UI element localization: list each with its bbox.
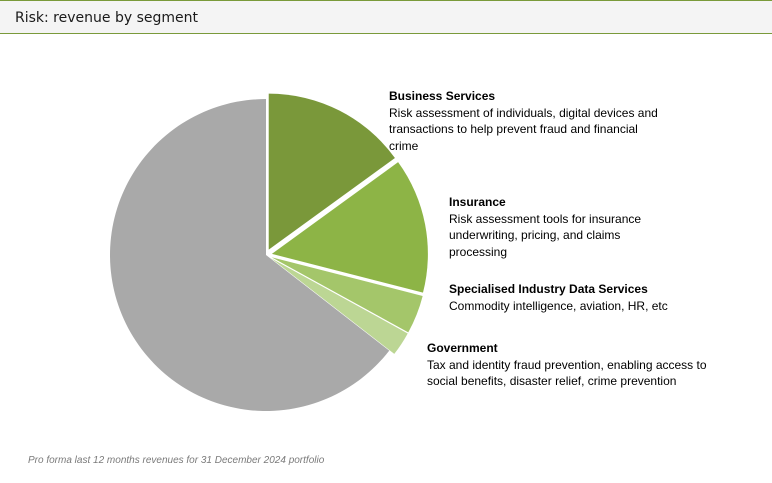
label-government-desc: Tax and identity fraud prevention, enabl… xyxy=(427,357,707,389)
pie-slice-insurance xyxy=(271,162,428,293)
pie-slice-business-services xyxy=(268,93,395,250)
label-insurance-desc: Risk assessment tools for insurance unde… xyxy=(449,211,642,259)
label-government-name: Government xyxy=(427,341,498,355)
pie-slice-government xyxy=(271,258,408,354)
label-specialised-desc: Commodity intelligence, aviation, HR, et… xyxy=(449,298,668,313)
label-business-services-desc: Risk assessment of individuals, digital … xyxy=(389,105,658,153)
pie-slice-specialised-industry-data-services xyxy=(271,257,423,333)
label-specialised: Specialised Industry Data Services Commo… xyxy=(449,281,709,314)
label-insurance-name: Insurance xyxy=(449,195,506,209)
pie-chart xyxy=(110,93,428,411)
footnote: Pro forma last 12 months revenues for 31… xyxy=(28,455,325,466)
header-bar: Risk: revenue by segment xyxy=(0,0,772,34)
pie-slice-other xyxy=(110,99,390,411)
label-insurance: Insurance Risk assessment tools for insu… xyxy=(449,194,679,260)
label-business-services-name: Business Services xyxy=(389,89,496,103)
label-specialised-name: Specialised Industry Data Services xyxy=(449,282,648,296)
label-government: Government Tax and identity fraud preven… xyxy=(427,340,707,390)
page-title: Risk: revenue by segment xyxy=(15,10,198,26)
label-business-services: Business Services Risk assessment of ind… xyxy=(389,88,659,154)
